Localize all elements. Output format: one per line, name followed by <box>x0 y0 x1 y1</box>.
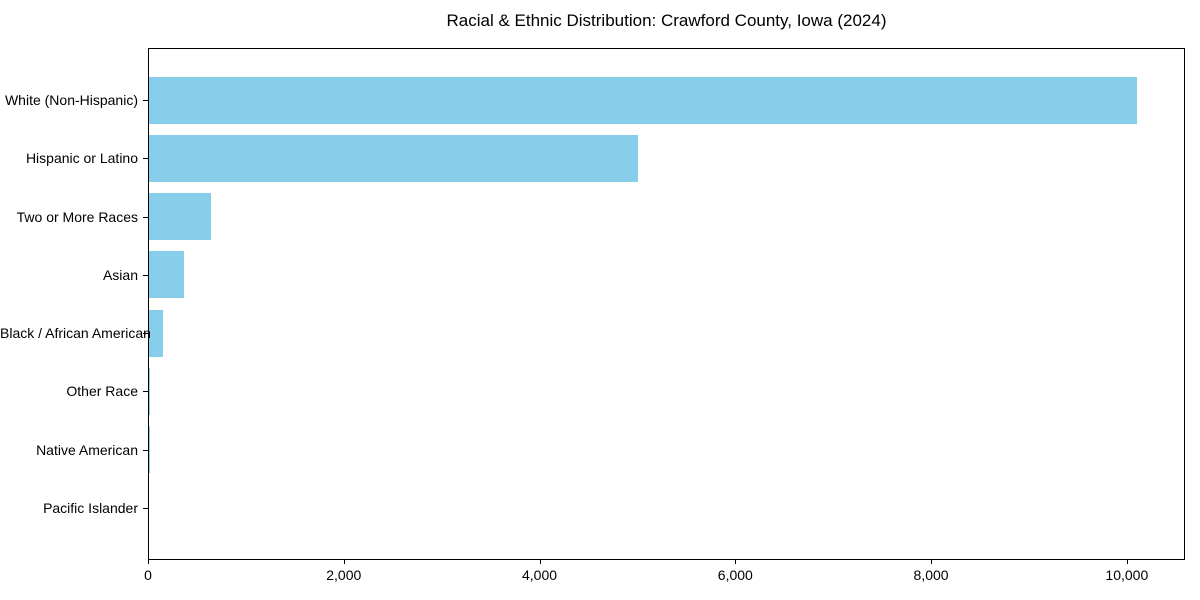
x-tick <box>931 559 933 564</box>
x-tick-label: 8,000 <box>913 567 949 583</box>
x-tick-label: 0 <box>144 567 152 583</box>
x-tick-label: 2,000 <box>326 567 362 583</box>
y-axis-label: White (Non-Hispanic) <box>4 92 138 109</box>
bar-black-african-american <box>149 309 164 357</box>
x-tick-label: 10,000 <box>1105 567 1149 583</box>
x-tick-label: 4,000 <box>522 567 558 583</box>
bar-hispanic-or-latino <box>149 134 639 182</box>
y-axis-label: Pacific Islander <box>43 499 138 516</box>
y-axis-label: Two or More Races <box>16 208 138 225</box>
plot-area <box>148 48 1185 560</box>
x-tick <box>539 559 541 564</box>
bar-two-or-more-races <box>149 193 211 241</box>
y-tick <box>143 333 148 335</box>
bar-asian <box>149 251 184 299</box>
bar-other-race <box>149 367 151 415</box>
y-tick <box>143 158 148 160</box>
x-tick <box>343 559 345 564</box>
y-axis-label: Native American <box>36 441 138 458</box>
x-tick <box>148 559 149 564</box>
bar-white-non-hispanic <box>149 76 1137 124</box>
x-tick <box>1126 559 1128 564</box>
x-tick-label: 6,000 <box>717 567 753 583</box>
y-tick <box>143 449 148 451</box>
y-axis-label: Black / African American <box>0 325 151 342</box>
y-tick <box>143 274 148 276</box>
y-tick <box>143 100 148 102</box>
y-tick <box>143 507 148 509</box>
y-tick <box>143 391 148 393</box>
y-axis-label: Hispanic or Latino <box>25 150 138 167</box>
y-axis-label: Asian <box>102 266 138 283</box>
x-tick <box>735 559 737 564</box>
y-tick <box>143 216 148 218</box>
y-axis-label: Other Race <box>66 383 138 400</box>
chart-title: Racial & Ethnic Distribution: Crawford C… <box>446 11 887 30</box>
